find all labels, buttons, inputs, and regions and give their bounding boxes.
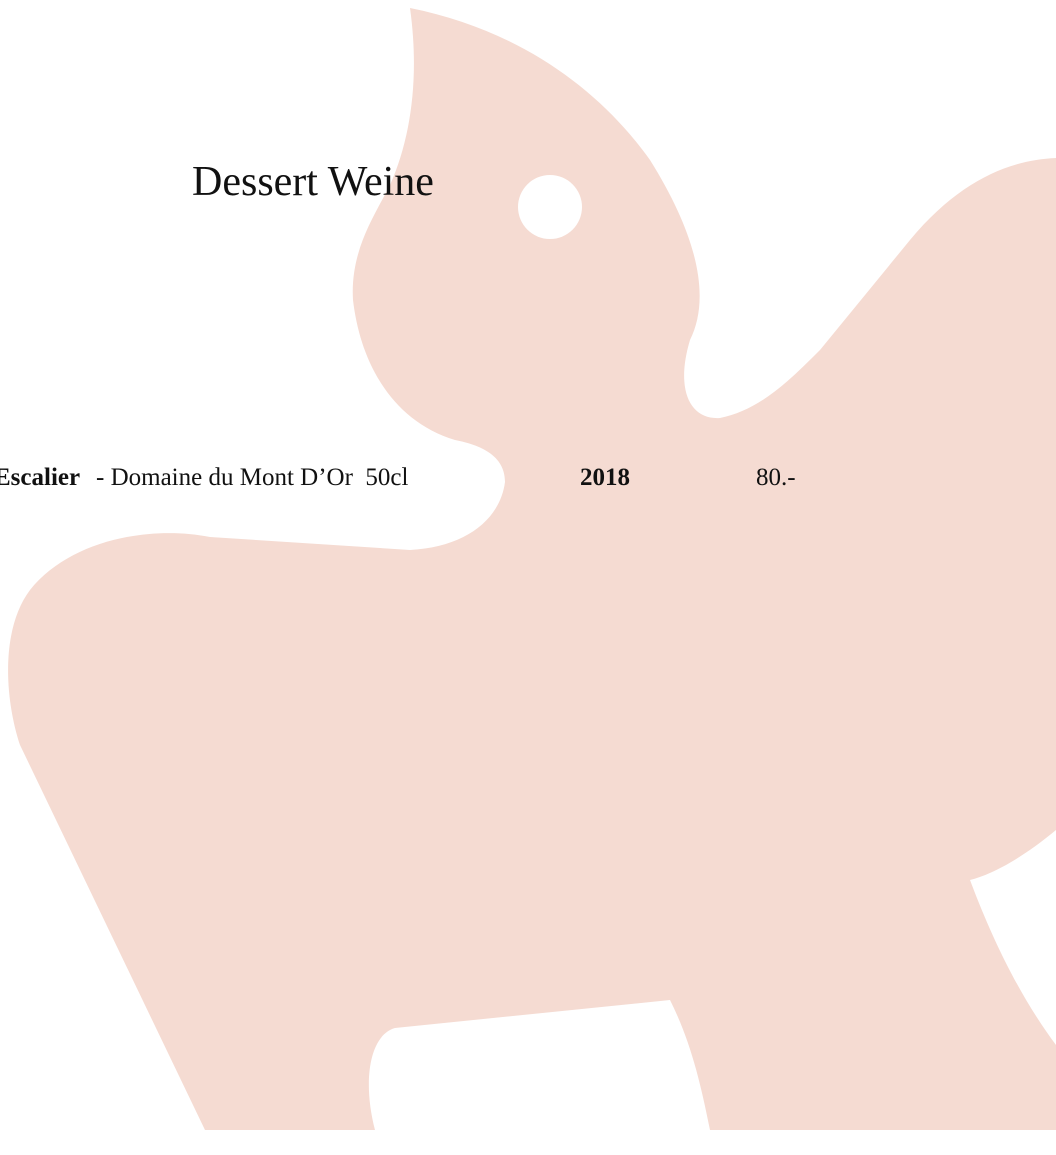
wine-vintage: 2018 (580, 464, 630, 492)
wine-price: 80.- (756, 464, 796, 492)
wine-producer: - Domaine du Mont D’Or 50cl (96, 464, 408, 492)
wine-name: Escalier (0, 464, 80, 492)
page: Dessert Weine Escalier - Domaine du Mont… (0, 0, 1056, 1155)
background-shape (0, 0, 1056, 1155)
menu-title: Dessert Weine (192, 158, 434, 206)
